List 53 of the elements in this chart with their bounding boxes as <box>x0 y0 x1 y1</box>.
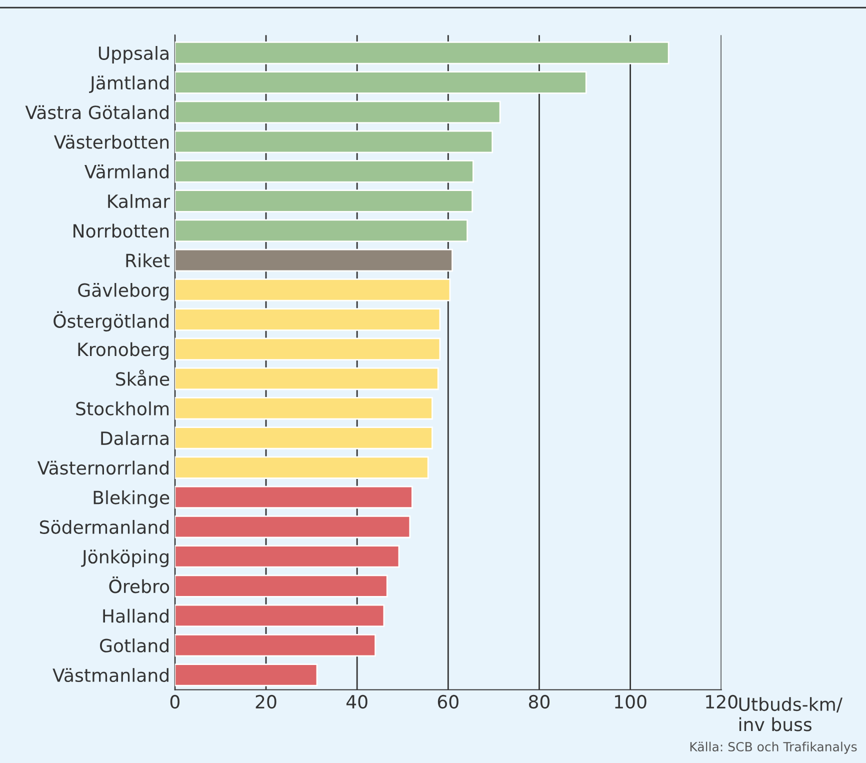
y-tick-label: Uppsala <box>98 46 168 64</box>
bar <box>174 308 441 331</box>
bar <box>174 396 433 420</box>
x-tick-label: 20 <box>256 694 276 709</box>
y-tick-label: Jämtland <box>89 76 168 93</box>
bar <box>174 426 433 450</box>
x-axis-title: Utbuds-km/ inv buss <box>739 697 842 732</box>
bar <box>174 456 429 479</box>
bar <box>174 219 468 242</box>
y-tick-label: Riket <box>126 253 170 268</box>
y-tick-label: Blekinge <box>94 490 170 508</box>
y-tick-label: Västmanland <box>52 668 168 682</box>
y-tick-label: Örebro <box>109 576 170 594</box>
y-tick-label: Västerbotten <box>54 134 169 149</box>
y-tick-label: Dalarna <box>101 431 168 446</box>
bar <box>174 278 451 302</box>
y-tick-label: Södermanland <box>40 520 168 534</box>
y-tick-label: Halland <box>103 608 168 623</box>
x-tick-label: 0 <box>170 694 180 709</box>
bar <box>174 160 474 183</box>
bar <box>174 248 453 272</box>
x-tick-label: 80 <box>528 694 550 709</box>
y-tick-label: Värmland <box>84 164 168 178</box>
text: Källa: SCB och Trafikanalys <box>690 742 857 754</box>
y-tick-label: Stockholm <box>76 401 169 416</box>
x-tick-label: 100 <box>615 694 646 709</box>
bar <box>174 71 587 94</box>
bar <box>174 190 473 212</box>
y-tick-label: Norrbotten <box>74 224 169 238</box>
y-tick-label: Jönköping <box>81 550 168 568</box>
x-tick-label: 120 <box>706 694 738 709</box>
y-tick-label: Skåne <box>116 370 170 386</box>
bar <box>174 604 385 628</box>
bar <box>174 515 411 538</box>
y-tick-label: Gotland <box>100 638 168 652</box>
y-tick-label: Västra Götaland <box>25 105 168 120</box>
bar <box>174 486 413 509</box>
bar <box>174 130 494 154</box>
bar <box>174 42 670 64</box>
x-tick-label: 60 <box>438 694 458 709</box>
y-tick-label: Kronoberg <box>78 342 168 360</box>
y-tick-label: Kalmar <box>108 194 170 208</box>
y-tick-label: Gävleborg <box>78 282 168 300</box>
bar <box>174 100 501 124</box>
bar <box>174 574 388 598</box>
bar <box>174 367 439 390</box>
bar <box>174 338 441 360</box>
x-tick-label: 40 <box>346 694 368 709</box>
bar <box>174 664 318 686</box>
bar <box>174 545 400 568</box>
y-tick-label: Västernorrland <box>37 460 168 475</box>
bar <box>174 634 376 657</box>
y-tick-label: Östergötland <box>54 311 168 332</box>
